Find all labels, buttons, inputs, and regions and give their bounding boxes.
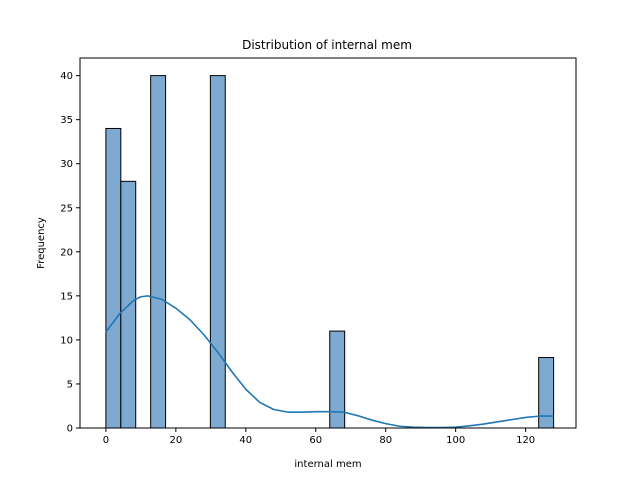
y-tick-label: 10 <box>60 335 73 346</box>
kde-curve-group <box>105 295 554 429</box>
y-tick-label: 0 <box>67 424 73 435</box>
histogram-bars <box>105 75 555 429</box>
x-tick-label: 60 <box>309 435 322 446</box>
x-tick-label: 100 <box>446 435 465 446</box>
histogram-bar <box>538 357 555 429</box>
y-tick-label: 15 <box>60 291 73 302</box>
y-tick-label: 5 <box>67 379 73 390</box>
plot-area-frame <box>79 57 577 429</box>
y-axis-ticks: 0 5 10 15 20 25 30 35 40 <box>60 71 80 435</box>
histogram-bar <box>209 75 226 429</box>
y-tick-label: 35 <box>60 115 73 126</box>
histogram-bar <box>105 127 122 429</box>
y-tick-label: 40 <box>60 71 73 82</box>
x-axis-label: internal mem <box>294 459 361 470</box>
x-tick-label: 20 <box>169 435 182 446</box>
x-tick-label: 0 <box>103 435 109 446</box>
x-tick-label: 80 <box>379 435 392 446</box>
y-tick-label: 25 <box>60 203 73 214</box>
x-tick-label: 120 <box>516 435 535 446</box>
chart-title: Distribution of internal mem <box>242 38 412 52</box>
histogram-bar <box>150 75 167 429</box>
x-axis-ticks: 0 20 40 60 80 100 120 <box>103 428 535 446</box>
y-axis-label: Frequency <box>36 217 47 269</box>
x-tick-label: 40 <box>239 435 252 446</box>
y-tick-label: 30 <box>60 159 73 170</box>
kde-line <box>105 295 554 429</box>
y-tick-label: 20 <box>60 247 73 258</box>
histogram-bar <box>329 330 346 429</box>
